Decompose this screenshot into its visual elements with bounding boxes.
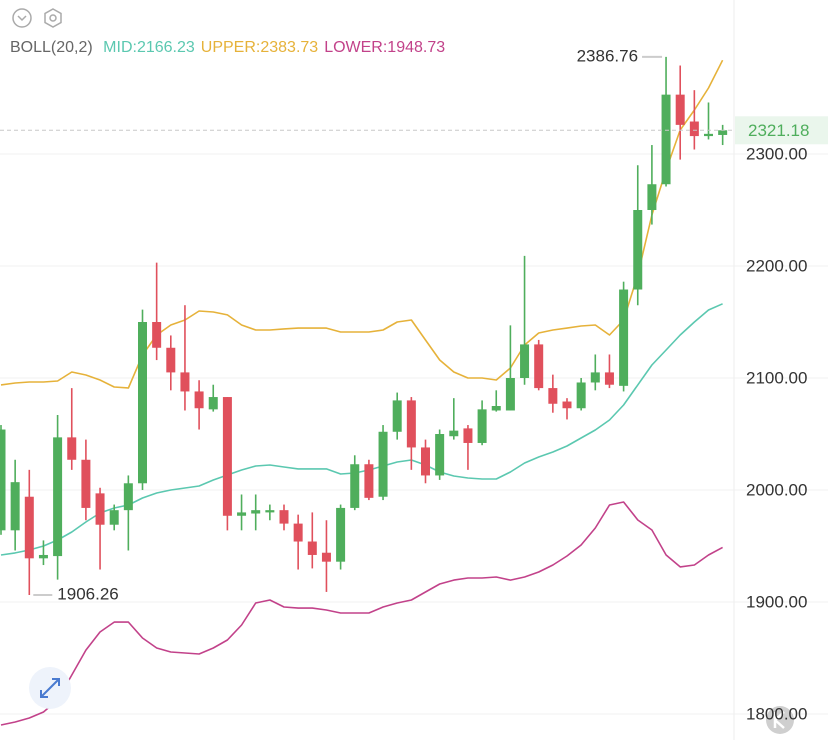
boll-line xyxy=(0,59,724,389)
y-tick-label: 2300.00 xyxy=(746,144,807,163)
candle-body xyxy=(661,94,671,185)
candle-body xyxy=(24,496,34,559)
candle-body xyxy=(718,130,728,135)
settings-icon[interactable] xyxy=(44,8,62,28)
legend-entry: UPPER:2383.73 xyxy=(201,39,319,56)
legend-entry: MID:2166.23 xyxy=(103,39,195,56)
candle-body xyxy=(406,400,416,448)
collapse-icon[interactable] xyxy=(12,8,32,28)
y-tick-label: 1900.00 xyxy=(746,592,807,611)
candle-body xyxy=(421,447,430,476)
candle-body xyxy=(463,428,473,443)
boll-lines xyxy=(0,59,724,726)
candle-body xyxy=(194,391,204,409)
candle-body xyxy=(336,507,346,562)
logo-watermark xyxy=(766,706,794,734)
candle-body xyxy=(81,459,91,508)
candle-body xyxy=(392,400,402,432)
candle-body xyxy=(689,121,699,137)
candle-body xyxy=(95,493,105,525)
candle-body xyxy=(279,510,289,524)
candle-body xyxy=(704,133,713,137)
candle-body xyxy=(222,397,232,516)
candle-body xyxy=(534,344,544,389)
candle-body xyxy=(265,510,275,513)
candle-body xyxy=(364,464,374,498)
indicator-header: BOLL(20,2) MID:2166.23 UPPER:2383.73 LOWER… xyxy=(10,39,445,56)
candle-body xyxy=(138,322,147,484)
candles xyxy=(0,56,728,595)
candle-body xyxy=(619,289,629,386)
candle-body xyxy=(562,401,572,409)
candle-body xyxy=(350,464,360,508)
annotations: 2386.76 1906.26 2321.18 xyxy=(0,46,828,603)
candle-body xyxy=(293,523,303,542)
candle-body xyxy=(53,437,63,557)
y-tick-label: 2200.00 xyxy=(746,256,807,275)
candle-body xyxy=(0,429,6,531)
legend-entry: LOWER:1948.73 xyxy=(324,39,445,56)
candle-body xyxy=(166,347,176,373)
candle-body xyxy=(491,406,501,411)
candle-body xyxy=(520,344,530,379)
candle-body xyxy=(604,372,614,385)
candle-body xyxy=(477,409,487,443)
candle-body xyxy=(548,388,558,404)
indicator-name: BOLL(20,2) xyxy=(10,39,93,56)
last-price-label: 2321.18 xyxy=(748,121,809,140)
candle-body xyxy=(633,210,643,290)
candle-body xyxy=(675,94,685,125)
y-tick-label: 1800.00 xyxy=(746,704,807,723)
candle-body xyxy=(251,510,261,514)
candle-body xyxy=(307,541,317,555)
candle-body xyxy=(208,397,218,410)
candle-body xyxy=(152,322,162,348)
candle-body xyxy=(378,431,388,497)
last-price-box xyxy=(735,116,828,145)
min-label: 1906.26 xyxy=(57,584,118,603)
candle-body xyxy=(449,430,459,437)
candle-body xyxy=(109,510,119,525)
candle-body xyxy=(123,483,133,511)
candle-body xyxy=(10,482,20,531)
candle-body xyxy=(647,184,657,211)
candle-body xyxy=(67,437,77,460)
boll-line xyxy=(0,303,723,556)
candle-body xyxy=(38,554,48,559)
max-label: 2386.76 xyxy=(577,46,638,65)
candle-body xyxy=(321,552,331,562)
candle-body xyxy=(180,372,190,392)
candle-body xyxy=(435,434,445,476)
candle-body xyxy=(505,378,515,411)
candle-body xyxy=(590,372,600,383)
candle-body xyxy=(576,382,586,409)
y-tick-label: 2000.00 xyxy=(746,480,807,499)
expand-button[interactable] xyxy=(29,667,71,709)
y-tick-label: 2100.00 xyxy=(746,368,807,387)
candle-body xyxy=(237,512,247,516)
boll-line xyxy=(0,501,723,726)
